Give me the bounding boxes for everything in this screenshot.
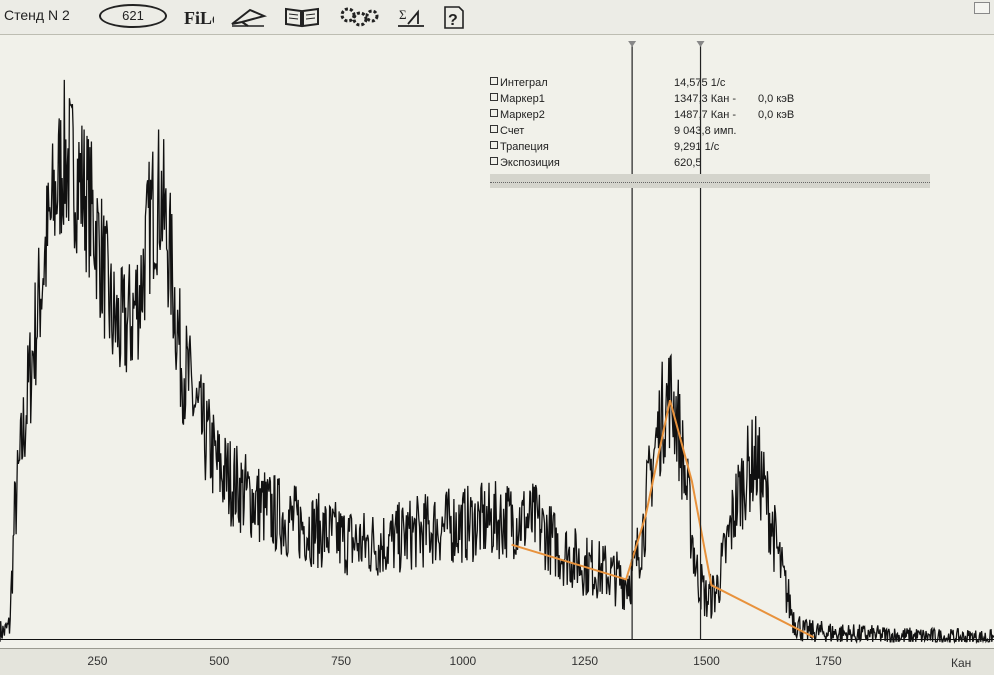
info-row-label: Экспозиция (500, 157, 560, 169)
exposure-counter[interactable]: 621 (99, 4, 167, 28)
info-row-energy: 0,0 кэВ (758, 109, 795, 121)
toolbar: Стенд N 2 621 FiLe Σ ? (0, 0, 994, 35)
x-tick-label: 250 (87, 654, 108, 668)
stand-label: Стенд N 2 (4, 7, 70, 23)
info-row[interactable]: Счет 9 043,8 имп. (490, 125, 736, 141)
library-button[interactable] (284, 4, 320, 30)
info-row[interactable]: Маркер2 1487,7 Кан - 0,0 кэВ (490, 109, 794, 125)
trapezoid-fit-line (511, 399, 815, 639)
x-tick-label: 750 (331, 654, 352, 668)
spectrum-chart[interactable] (0, 35, 994, 648)
file-button[interactable]: FiLe (182, 4, 214, 30)
info-row-label: Трапеция (500, 141, 549, 153)
info-row-value: 9 043,8 имп. (674, 125, 737, 137)
info-panel-divider (490, 182, 930, 183)
book-icon (285, 7, 319, 28)
info-row[interactable]: Маркер1 1347,3 Кан - 0,0 кэВ (490, 93, 794, 109)
info-row[interactable]: Интеграл 14,575 1/с (490, 77, 725, 93)
info-row-label: Счет (500, 125, 525, 137)
x-axis-unit-label: Кан (951, 656, 972, 670)
x-axis-bar (0, 648, 994, 675)
info-row-checkbox[interactable] (490, 157, 498, 165)
x-tick-label: 1000 (449, 654, 477, 668)
svg-text:FiLe: FiLe (184, 8, 214, 28)
paper-plane-icon (231, 8, 268, 27)
info-row-value: 1347,3 Кан - (674, 93, 737, 105)
info-row-value: 14,575 1/с (674, 77, 726, 89)
info-row-label: Маркер2 (500, 109, 545, 121)
info-row-value: 9,291 1/с (674, 141, 720, 153)
svg-text:Σ: Σ (399, 7, 407, 22)
info-row-checkbox[interactable] (490, 93, 498, 101)
help-icon: ? (444, 6, 464, 29)
x-tick-label: 1500 (693, 654, 720, 668)
info-row-checkbox[interactable] (490, 125, 498, 133)
gears-icon (340, 7, 379, 27)
info-row-label: Интеграл (500, 77, 548, 89)
window-close-button[interactable] (974, 2, 990, 14)
settings-button[interactable] (336, 4, 380, 30)
info-row-value: 620,5 (674, 157, 702, 169)
info-row-label: Маркер1 (500, 93, 545, 105)
info-row-checkbox[interactable] (490, 109, 498, 117)
sum-button[interactable]: Σ (396, 4, 426, 30)
sum-icon: Σ (398, 7, 424, 27)
file-icon: FiLe (184, 8, 214, 28)
marker-2-handle[interactable] (696, 41, 705, 47)
info-row-energy: 0,0 кэВ (758, 93, 795, 105)
info-row[interactable]: Трапеция 9,291 1/с (490, 141, 719, 157)
marker-1-handle[interactable] (628, 41, 637, 47)
info-row[interactable]: Экспозиция 620,5 (490, 157, 702, 173)
send-button[interactable] (228, 4, 268, 30)
x-tick-label: 1750 (814, 654, 842, 668)
info-panel-band (490, 174, 930, 188)
x-tick-label: 500 (209, 654, 230, 668)
spectrum-series-line (0, 79, 994, 645)
x-tick-label: 1250 (571, 654, 599, 668)
info-row-value: 1487,7 Кан - (674, 109, 737, 121)
svg-text:?: ? (448, 12, 458, 29)
help-button[interactable]: ? (440, 4, 466, 30)
info-row-checkbox[interactable] (490, 141, 498, 149)
info-row-checkbox[interactable] (490, 77, 498, 85)
